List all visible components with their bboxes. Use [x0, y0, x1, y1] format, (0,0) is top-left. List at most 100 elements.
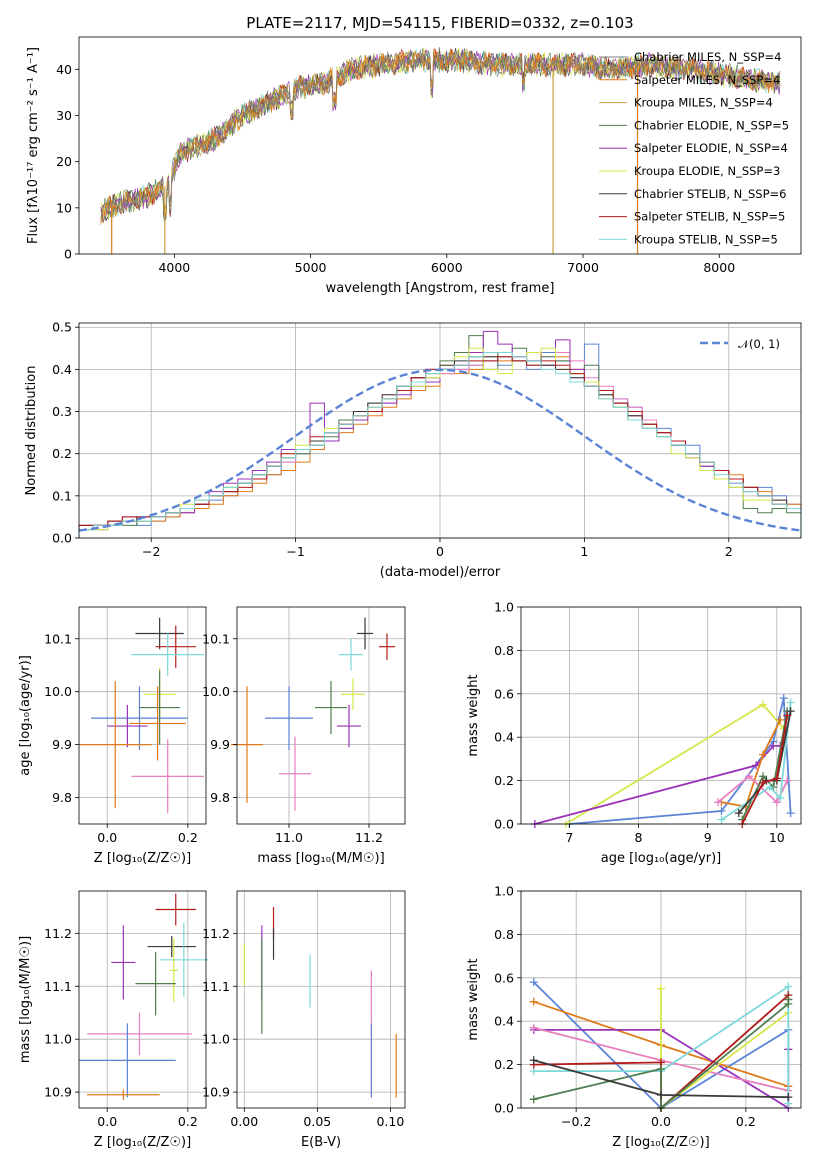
y-tick-label: 0.2 — [494, 773, 514, 788]
x-tick-label: 7000 — [567, 260, 599, 275]
weight-marker — [786, 707, 795, 716]
weight-marker — [758, 700, 767, 709]
weight-marker — [529, 1023, 538, 1032]
errorbar-point-9 — [129, 686, 186, 761]
weight-marker — [786, 698, 795, 707]
legend-label-reference: 𝒩(0, 1) — [738, 337, 780, 351]
weight-marker — [776, 715, 785, 724]
y-tick-label: 0.8 — [494, 643, 514, 658]
legend-label-7: Chabrier STELIB, N_SSP=6 — [634, 187, 786, 201]
panel-5: 7 8 9 10 0.0 0.2 0.4 0.6 0.8 1.0 age [log₁₀(age/yr… — [466, 600, 802, 866]
weight-marker — [529, 997, 538, 1006]
x-axis-label: wavelength [Angstrom, rest frame] — [326, 281, 555, 296]
weight-series-4 — [721, 719, 782, 808]
errorbar-point-9 — [279, 736, 311, 811]
errorbar-point-10 — [131, 739, 204, 814]
weight-marker — [769, 741, 778, 750]
weight-marker — [783, 776, 792, 785]
errorbar-point-2 — [379, 633, 395, 660]
errorbar-point-8 — [79, 1023, 176, 1098]
y-tick-label: 10.0 — [44, 684, 72, 699]
x-tick-label: 0.2 — [736, 1114, 756, 1129]
x-tick-label: 6000 — [431, 260, 463, 275]
weight-marker — [783, 711, 792, 720]
y-tick-label: 11.0 — [44, 1032, 72, 1047]
weight-marker — [657, 984, 665, 993]
y-tick-label: 10.0 — [202, 684, 230, 699]
y-tick-label: 9.8 — [52, 790, 72, 805]
errorbar-point-7 — [87, 1012, 192, 1056]
y-axis-label: age [log₁₀(age/yr)] — [18, 655, 33, 776]
weight-series-6 — [533, 984, 790, 1104]
y-tick-label: 0.4 — [494, 730, 514, 745]
legend-label-3: Kroupa MILES, N_SSP=4 — [634, 96, 773, 110]
y-tick-label: 9.8 — [210, 790, 230, 805]
errorbar-point-2 — [155, 625, 196, 668]
x-tick-label: 0.0 — [97, 1114, 117, 1129]
x-tick-label: 10 — [769, 830, 785, 845]
legend-label-6: Kroupa ELODIE, N_SSP=3 — [634, 164, 780, 178]
errorbar-point-6 — [135, 951, 176, 1016]
gaussian-reference-curve — [78, 368, 802, 532]
plot-area — [243, 906, 397, 1098]
weight-series-9 — [741, 715, 789, 825]
plot-area — [79, 617, 204, 814]
x-tick-label: 5000 — [295, 260, 327, 275]
x-tick-label: −1 — [286, 544, 304, 559]
axes-frame — [520, 890, 802, 1109]
x-tick-label: 7 — [565, 830, 573, 845]
x-tick-label: 0.2 — [178, 830, 198, 845]
y-tick-label: 0.8 — [494, 927, 514, 942]
x-tick-label: −0.2 — [561, 1114, 591, 1129]
y-tick-label: 1.0 — [494, 600, 514, 615]
errorbar-point-4 — [341, 678, 365, 711]
plot-area — [231, 617, 395, 811]
y-axis-label: Normed distribution — [24, 366, 39, 496]
weight-marker — [529, 978, 538, 987]
legend-label-1: Chabrier MILES, N_SSP=4 — [634, 50, 781, 64]
spectrum-series-1 — [100, 49, 781, 223]
x-tick-label: −2 — [142, 544, 160, 559]
y-tick-label: 0.6 — [494, 686, 514, 701]
y-tick-label: 11.2 — [44, 926, 72, 941]
panel-7: 0.00 0.05 0.10 10.9 11.0 11.1 11.2 E(B-V) — [202, 890, 406, 1150]
x-tick-label: 8 — [635, 830, 643, 845]
axes-frame — [78, 322, 802, 539]
axes-frame — [236, 606, 406, 825]
weight-marker — [717, 806, 726, 815]
legend-label-5: Salpeter ELODIE, N_SSP=4 — [634, 141, 788, 155]
weight-marker — [772, 798, 781, 807]
errorbar-point-7 — [107, 704, 148, 748]
y-axis-label: mass weight — [466, 958, 481, 1040]
y-axis-label: mass weight — [466, 674, 481, 756]
panel-6: 0.0 0.2 10.9 11.0 11.1 11.2 Z [log₁₀(Z/Z☉)] mas… — [18, 890, 209, 1150]
x-tick-label: 0 — [436, 544, 444, 559]
x-tick-label: 4000 — [158, 260, 190, 275]
y-tick-label: 11.1 — [202, 979, 230, 994]
x-axis-label: age [log₁₀(age/yr)] — [601, 851, 722, 866]
y-tick-label: 11.2 — [202, 926, 230, 941]
errorbar-point-6 — [91, 686, 188, 750]
y-tick-label: 40 — [56, 62, 72, 77]
y-tick-label: 30 — [56, 108, 72, 123]
plot-area — [100, 47, 781, 254]
y-tick-label: 0.4 — [52, 362, 72, 377]
weight-series-3 — [534, 745, 781, 825]
weight-marker — [784, 995, 793, 1004]
y-tick-label: 0 — [64, 247, 72, 262]
errorbar-point-4 — [159, 922, 209, 997]
x-axis-label: Z [log₁₀(Z/Z☉)] — [612, 1135, 709, 1150]
weight-marker — [779, 694, 788, 703]
y-tick-label: 0.3 — [52, 404, 72, 419]
panel-3: 0.0 0.2 9.8 9.9 10.0 10.1 Z [log₁₀(Z/Z☉)] age [… — [18, 606, 207, 866]
y-tick-label: 0.0 — [494, 1101, 514, 1116]
axes-frame — [78, 890, 207, 1109]
y-tick-label: 10.1 — [202, 631, 230, 646]
weight-marker — [529, 1056, 538, 1065]
x-tick-label: 0.0 — [651, 1114, 671, 1129]
panel-8: −0.2 0.0 0.2 0.0 0.2 0.4 0.6 0.8 1.0 Z [log₁₀(Z/Z… — [466, 884, 802, 1150]
y-tick-label: 0.5 — [52, 320, 72, 335]
errorbar-point-3 — [339, 638, 363, 671]
y-tick-label: 0.4 — [494, 1014, 514, 1029]
x-axis-label: (data-model)/error — [380, 565, 501, 580]
